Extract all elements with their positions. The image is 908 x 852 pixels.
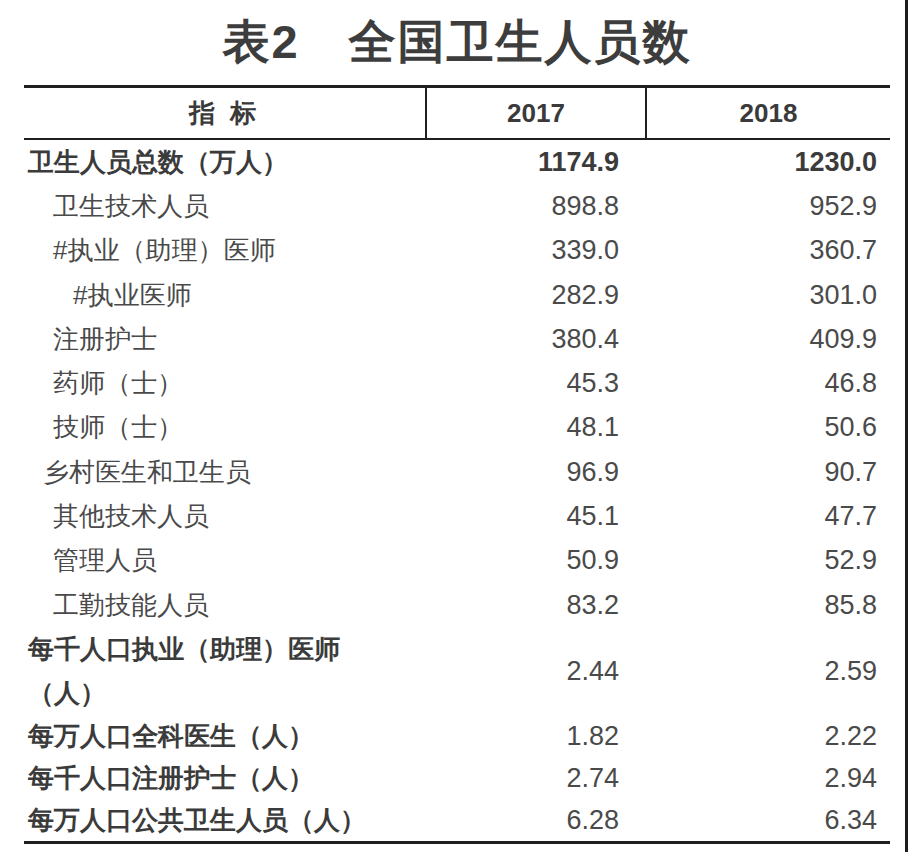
value-2017: 48.1 <box>425 412 645 443</box>
row-label: 注册护士 <box>24 322 425 357</box>
row-label: 其他技术人员 <box>24 499 425 534</box>
row-label: 管理人员 <box>24 543 425 578</box>
table-row: 技师（士） 48.1 50.6 <box>24 406 890 450</box>
value-2017: 2.74 <box>425 763 645 794</box>
row-label: 卫生技术人员 <box>24 189 425 224</box>
value-2017: 83.2 <box>425 590 645 621</box>
row-label: 每万人口全科医生（人） <box>24 719 425 754</box>
value-2017: 50.9 <box>425 545 645 576</box>
row-label: 每千人口执业（助理）医师 （人） <box>24 627 425 715</box>
header-2017: 2017 <box>425 88 645 138</box>
table-row: 药师（士） 45.3 46.8 <box>24 361 890 405</box>
value-2017: 282.9 <box>425 280 645 311</box>
value-2017: 1174.9 <box>425 147 645 178</box>
row-label: 药师（士） <box>24 366 425 401</box>
table-row: 管理人员 50.9 52.9 <box>24 539 890 583</box>
table-row: 乡村医生和卫生员 96.9 90.7 <box>24 450 890 494</box>
value-2018: 2.94 <box>645 763 890 794</box>
table-row: 每千人口执业（助理）医师 （人） 2.44 2.59 <box>24 627 890 715</box>
header-indicator: 指 标 <box>24 88 425 138</box>
row-label: #执业（助理）医师 <box>24 233 425 268</box>
value-2018: 46.8 <box>645 368 890 399</box>
value-2018: 6.34 <box>645 805 890 836</box>
value-2017: 1.82 <box>425 721 645 752</box>
value-2018: 2.22 <box>645 721 890 752</box>
value-2017: 45.1 <box>425 501 645 532</box>
value-2018: 952.9 <box>645 191 890 222</box>
row-label-line2: （人） <box>28 678 106 708</box>
row-label-line1: 每千人口执业（助理）医师 <box>28 634 340 664</box>
page: 表2 全国卫生人员数 指 标 2017 2018 卫生人员总数（万人） 1174… <box>0 0 908 852</box>
table-row: 工勤技能人员 83.2 85.8 <box>24 583 890 627</box>
value-2017: 898.8 <box>425 191 645 222</box>
value-2018: 360.7 <box>645 235 890 266</box>
row-label: 乡村医生和卫生员 <box>24 455 425 490</box>
table-row: 每万人口全科医生（人） 1.82 2.22 <box>24 715 890 757</box>
table-row: 注册护士 380.4 409.9 <box>24 317 890 361</box>
row-label: 工勤技能人员 <box>24 588 425 623</box>
health-personnel-table: 指 标 2017 2018 卫生人员总数（万人） 1174.9 1230.0 卫… <box>24 85 890 844</box>
row-label: 每千人口注册护士（人） <box>24 761 425 796</box>
value-2018: 50.6 <box>645 412 890 443</box>
table-row: 卫生技术人员 898.8 952.9 <box>24 184 890 228</box>
table-row: 每千人口注册护士（人） 2.74 2.94 <box>24 757 890 799</box>
value-2017: 2.44 <box>425 656 645 687</box>
value-2018: 301.0 <box>645 280 890 311</box>
value-2017: 96.9 <box>425 457 645 488</box>
value-2018: 90.7 <box>645 457 890 488</box>
row-label: 每万人口公共卫生人员（人） <box>24 803 425 838</box>
value-2018: 2.59 <box>645 656 890 687</box>
value-2017: 339.0 <box>425 235 645 266</box>
row-label: 技师（士） <box>24 410 425 445</box>
table-row: #执业医师 282.9 301.0 <box>24 273 890 317</box>
row-label: #执业医师 <box>24 278 425 313</box>
table-title: 表2 全国卫生人员数 <box>24 4 890 80</box>
table-row: 每万人口公共卫生人员（人） 6.28 6.34 <box>24 799 890 841</box>
value-2018: 85.8 <box>645 590 890 621</box>
table-row: 卫生人员总数（万人） 1174.9 1230.0 <box>24 140 890 184</box>
value-2018: 409.9 <box>645 324 890 355</box>
value-2017: 45.3 <box>425 368 645 399</box>
value-2017: 380.4 <box>425 324 645 355</box>
table-row: #执业（助理）医师 339.0 360.7 <box>24 229 890 273</box>
header-2018: 2018 <box>645 88 890 138</box>
value-2018: 1230.0 <box>645 147 890 178</box>
value-2017: 6.28 <box>425 805 645 836</box>
table-header-row: 指 标 2017 2018 <box>24 88 890 140</box>
value-2018: 47.7 <box>645 501 890 532</box>
row-label: 卫生人员总数（万人） <box>24 145 425 180</box>
table-row: 其他技术人员 45.1 47.7 <box>24 494 890 538</box>
value-2018: 52.9 <box>645 545 890 576</box>
